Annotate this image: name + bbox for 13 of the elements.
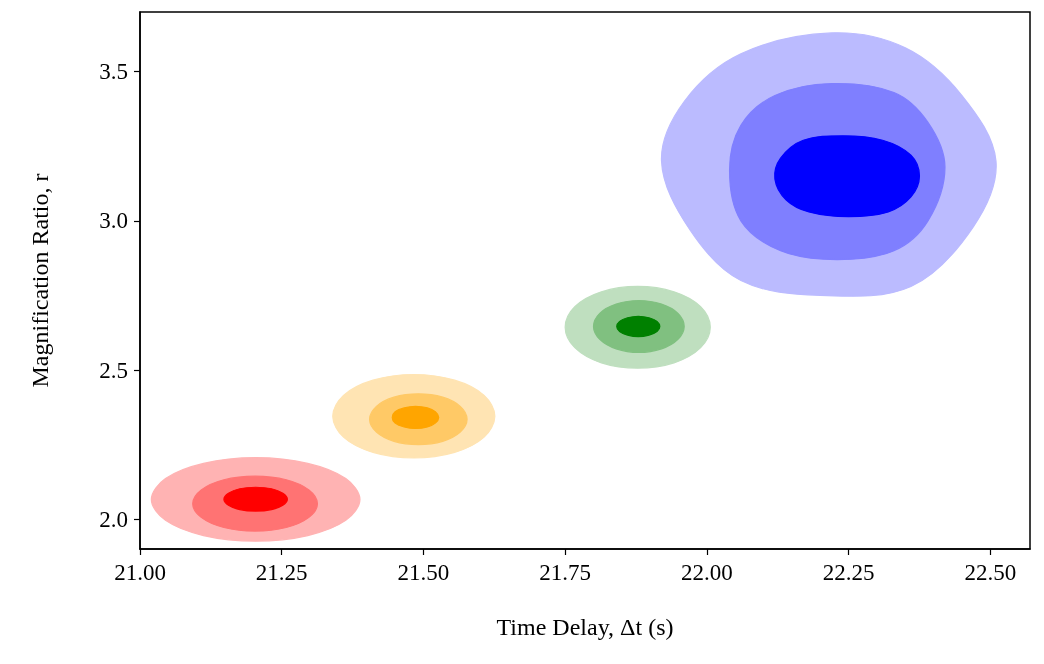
x-tick-label: 21.50 <box>397 560 450 585</box>
x-tick-label: 22.25 <box>822 560 875 585</box>
y-axis-title: Magnification Ratio, r <box>27 173 53 388</box>
y-tick-label: 3.0 <box>99 208 128 234</box>
x-tick-label: 21.75 <box>539 560 592 585</box>
x-tick-label: 22.50 <box>964 560 1017 585</box>
x-tick-label: 21.00 <box>114 560 166 585</box>
y-tick-label: 3.5 <box>99 59 128 85</box>
y-tick-label: 2.0 <box>99 506 128 532</box>
x-axis-title: Time Delay, Δt (s) <box>496 614 674 640</box>
x-tick-label: 21.25 <box>255 560 308 585</box>
x-tick-label: 22.00 <box>681 560 733 585</box>
y-tick-label: 2.5 <box>99 357 128 383</box>
